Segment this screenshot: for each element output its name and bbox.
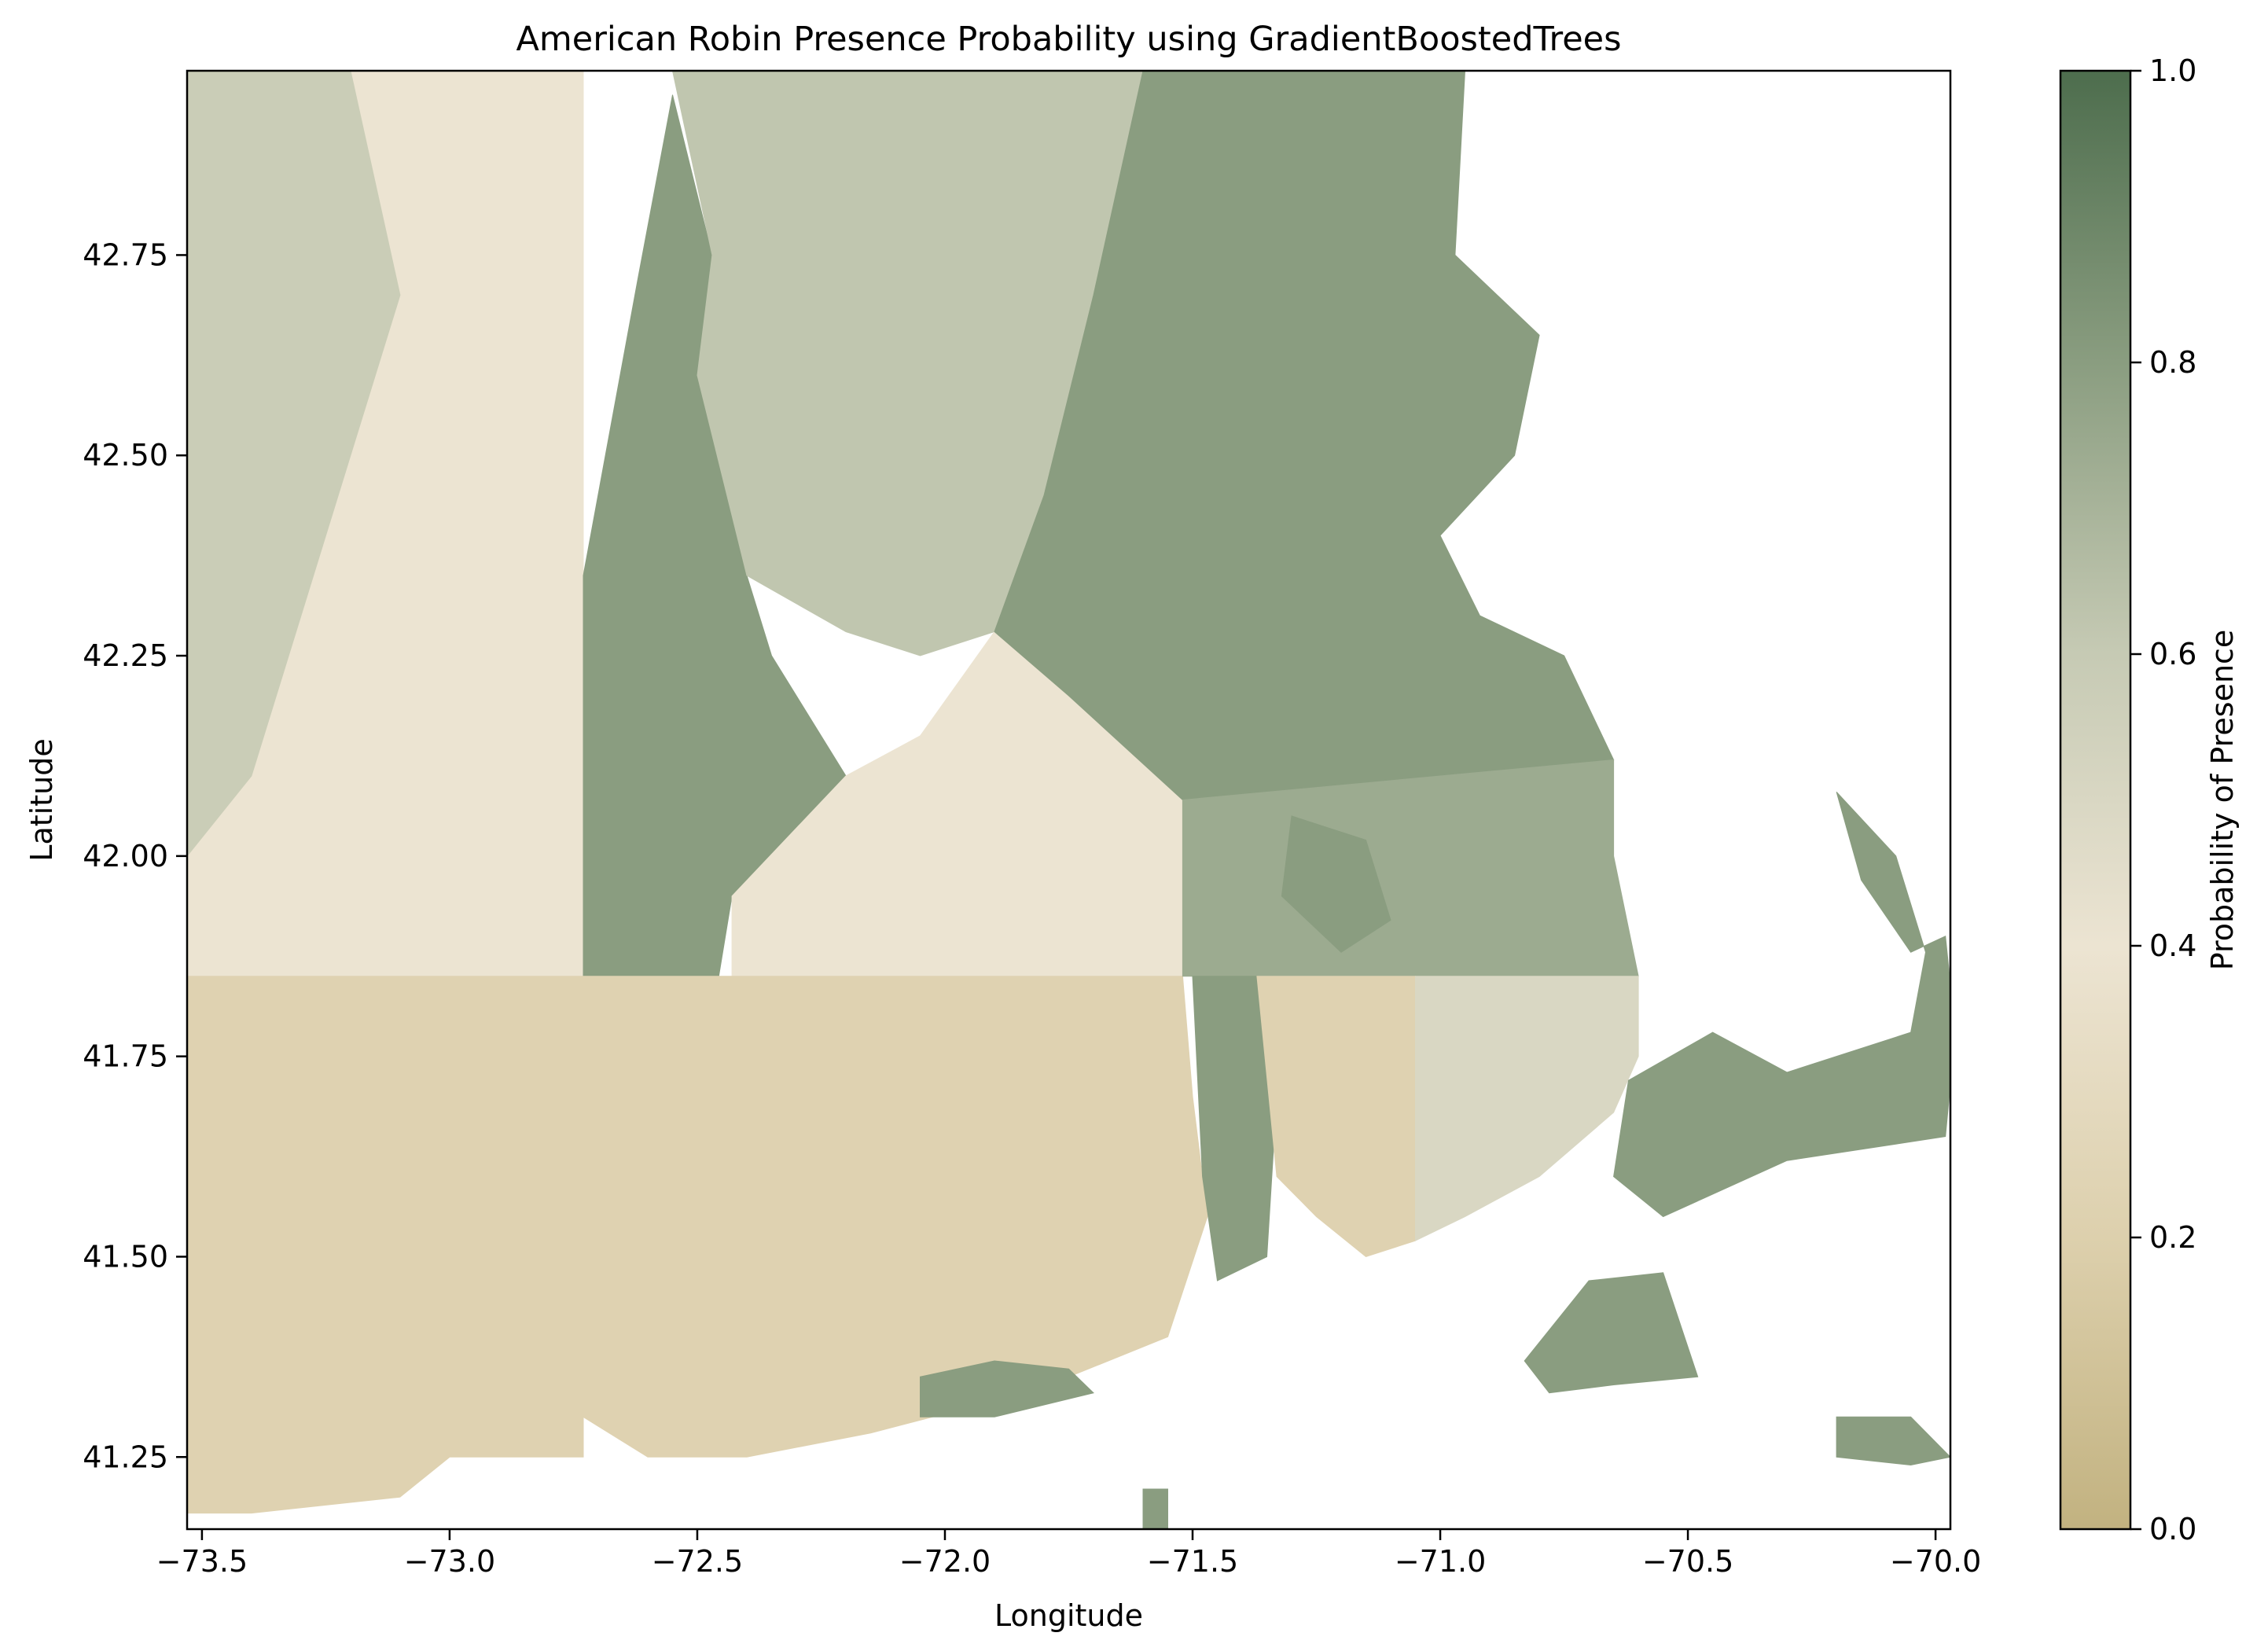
colorbar-tick-label: 1.0 [2149, 53, 2196, 88]
x-axis-label: Longitude [994, 1598, 1143, 1633]
colorbar-tick-label: 0.4 [2149, 928, 2196, 963]
y-tick-label: 42.50 [83, 438, 168, 473]
x-tick-label: −70.5 [1642, 1544, 1733, 1579]
region-nantucket [1836, 1416, 1950, 1466]
colorbar-label: Probability of Presence [2205, 630, 2240, 971]
y-axis: 41.25 41.50 41.75 42.00 42.25 42.50 42.75 [83, 237, 187, 1474]
colorbar-axis: 0.0 0.2 0.4 0.6 0.8 1.0 [2130, 53, 2196, 1546]
x-tick-label: −71.5 [1147, 1544, 1238, 1579]
region-southwest-block [187, 976, 584, 1514]
chart-title: American Robin Presence Probability usin… [516, 20, 1621, 59]
plot-frame [186, 69, 1952, 1531]
colorbar-tick-label: 0.0 [2149, 1512, 2196, 1546]
region-southeast-coastal-plain [1182, 759, 1639, 977]
region-cape-cod [1613, 791, 1950, 1218]
region-southeastern-connecticut-shore [920, 1360, 1094, 1418]
colorbar [2059, 69, 2132, 1531]
colorbar-tick-label: 0.2 [2149, 1220, 2196, 1255]
colorbar-tick-label: 0.8 [2149, 345, 2196, 380]
region-south-coast [1415, 976, 1639, 1241]
region-block-island [1142, 1488, 1168, 1529]
region-southeast-forest-core [1281, 815, 1391, 953]
x-tick-label: −72.0 [899, 1544, 991, 1579]
y-tick-label: 41.25 [83, 1440, 168, 1474]
x-tick-label: −73.5 [156, 1544, 248, 1579]
y-tick-label: 41.50 [83, 1239, 168, 1274]
y-tick-label: 42.00 [83, 839, 168, 873]
y-tick-label: 42.25 [83, 638, 168, 673]
y-axis-label: Latitude [24, 738, 59, 861]
x-axis: −73.5 −73.0 −72.5 −72.0 −71.5 −71.0 −70.5 −70.0 [156, 1529, 1981, 1579]
colorbar-tick-label: 0.6 [2149, 637, 2196, 671]
x-tick-label: −70.0 [1890, 1544, 1981, 1579]
y-tick-label: 41.75 [83, 1039, 168, 1074]
region-eastern-massachusetts [994, 71, 1615, 801]
x-tick-label: −72.5 [652, 1544, 743, 1579]
region-martha-s-vineyard [1524, 1272, 1699, 1394]
x-tick-label: −71.0 [1395, 1544, 1486, 1579]
y-tick-label: 42.75 [83, 237, 168, 272]
heatmap-regions [187, 71, 1950, 1529]
x-tick-label: −73.0 [404, 1544, 495, 1579]
region-northwest-highland-patch [187, 71, 401, 857]
